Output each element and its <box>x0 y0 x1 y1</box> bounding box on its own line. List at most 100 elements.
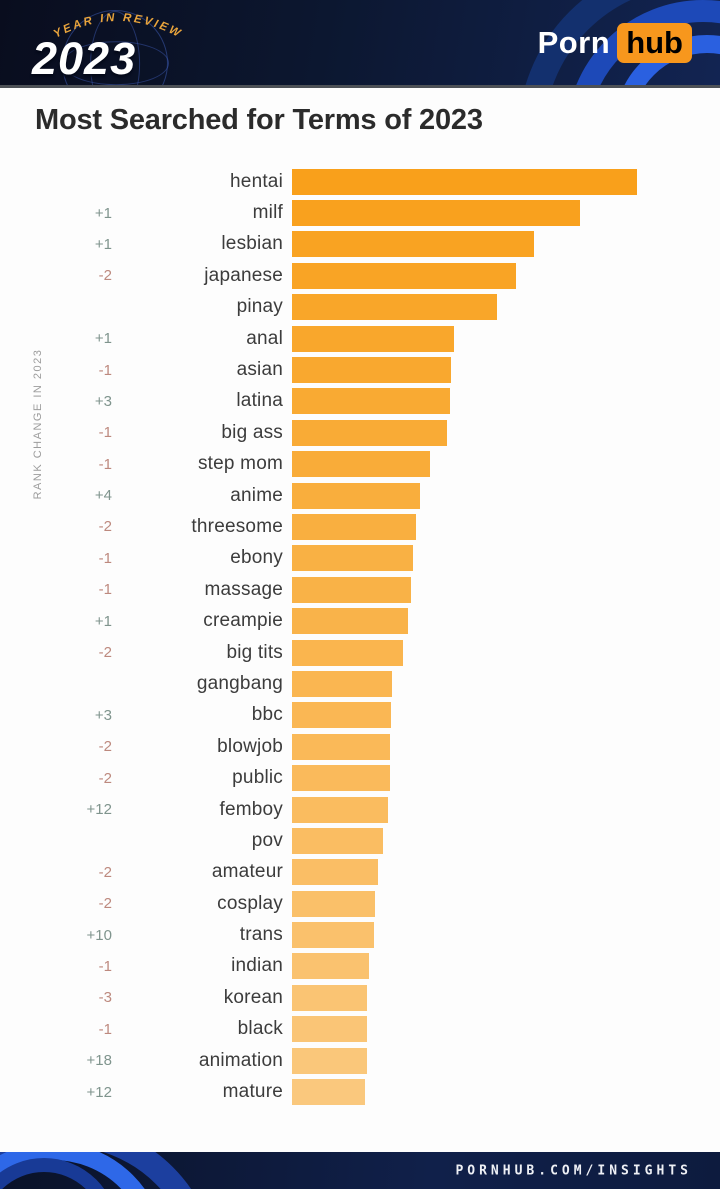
term-label: public <box>232 767 283 789</box>
brand-logo-porn: Porn <box>537 25 611 60</box>
rank-change: -1 <box>98 581 112 599</box>
bar-cell <box>283 357 720 384</box>
bar-cell <box>283 576 720 603</box>
footer: PORNHUB.COM/INSIGHTS <box>0 1152 720 1189</box>
chart-row: -2 threesome <box>0 511 720 542</box>
chart-row: pov <box>0 825 720 856</box>
bar-cell <box>283 953 720 980</box>
content-area: Most Searched for Terms of 2023 RANK CHA… <box>0 88 720 1152</box>
term-label: ebony <box>230 547 283 569</box>
bar <box>292 890 375 917</box>
chart-row: +18 animation <box>0 1045 720 1076</box>
bar <box>292 325 455 352</box>
rank-change: +3 <box>94 392 112 410</box>
chart-row: +3 bbc <box>0 700 720 731</box>
term-label: amateur <box>211 861 283 883</box>
bar-cell <box>283 984 720 1011</box>
bar <box>292 984 367 1011</box>
bar <box>292 513 416 540</box>
rank-change: -3 <box>98 989 112 1007</box>
chart-row: -2 amateur <box>0 857 720 888</box>
rank-change: +1 <box>94 204 112 222</box>
term-label: femboy <box>219 798 283 820</box>
bar-cell <box>283 419 720 446</box>
term-label: anal <box>246 327 283 349</box>
bar-cell <box>283 545 720 572</box>
bar-cell <box>283 482 720 509</box>
term-label: milf <box>252 202 283 224</box>
bar-cell <box>283 608 720 635</box>
chart-row: +3 latina <box>0 386 720 417</box>
chart-row: +12 femboy <box>0 794 720 825</box>
rank-change: -2 <box>98 644 112 662</box>
bar-cell <box>283 1016 720 1043</box>
bar-cell <box>283 262 720 289</box>
bar <box>292 482 420 509</box>
bar <box>292 231 534 258</box>
rank-change: +10 <box>86 926 112 944</box>
bar-cell <box>283 890 720 917</box>
bar <box>292 388 450 415</box>
chart-row: +1 milf <box>0 197 720 228</box>
chart-row: hentai <box>0 166 720 197</box>
chart-row: -1 massage <box>0 574 720 605</box>
chart-row: +12 mature <box>0 1076 720 1107</box>
bar <box>292 953 369 980</box>
term-label: indian <box>231 955 283 977</box>
term-label: step mom <box>197 453 283 475</box>
bar <box>292 922 375 949</box>
term-label: cosplay <box>217 892 283 914</box>
bar <box>292 294 497 321</box>
bar-cell <box>283 796 720 823</box>
bar <box>292 827 384 854</box>
term-label: blowjob <box>217 735 283 757</box>
bar <box>292 608 408 635</box>
rank-change: +4 <box>94 487 112 505</box>
bar <box>292 262 517 289</box>
rank-change: +1 <box>94 612 112 630</box>
rank-change: -1 <box>98 361 112 379</box>
bar <box>292 733 390 760</box>
term-label: korean <box>223 986 283 1008</box>
rank-change: -2 <box>98 895 112 913</box>
bar-cell <box>283 513 720 540</box>
rank-change: -2 <box>98 267 112 285</box>
chart-row: +1 lesbian <box>0 229 720 260</box>
chart-row: -1 indian <box>0 951 720 982</box>
bar <box>292 419 447 446</box>
bar-cell <box>283 451 720 478</box>
chart-row: -1 big ass <box>0 417 720 448</box>
chart-row: pinay <box>0 292 720 323</box>
bar <box>292 168 637 195</box>
footer-url: PORNHUB.COM/INSIGHTS <box>455 1163 692 1178</box>
bar <box>292 451 430 478</box>
header: YEAR IN REVIEW 2023 Porn hub <box>0 0 720 88</box>
bar <box>292 796 388 823</box>
chart-row: -1 asian <box>0 354 720 385</box>
term-label: black <box>237 1018 283 1040</box>
chart-row: +1 creampie <box>0 605 720 636</box>
chart-row: gangbang <box>0 668 720 699</box>
bar <box>292 200 581 227</box>
chart-row: -1 ebony <box>0 543 720 574</box>
chart-row: -2 public <box>0 762 720 793</box>
term-label: big ass <box>221 421 283 443</box>
bar <box>292 702 391 729</box>
bar <box>292 639 404 666</box>
bar-cell <box>283 1079 720 1106</box>
term-label: japanese <box>204 264 283 286</box>
bar-cell <box>283 702 720 729</box>
term-label: animation <box>198 1049 283 1071</box>
bar-cell <box>283 639 720 666</box>
rank-change: -2 <box>98 518 112 536</box>
chart-row: -2 japanese <box>0 260 720 291</box>
term-label: asian <box>236 359 283 381</box>
bar <box>292 1047 367 1074</box>
term-label: bbc <box>251 704 283 726</box>
rank-change: -1 <box>98 1020 112 1038</box>
bar-cell <box>283 388 720 415</box>
term-label: hentai <box>230 170 283 192</box>
term-label: creampie <box>203 610 283 632</box>
term-label: mature <box>222 1081 283 1103</box>
